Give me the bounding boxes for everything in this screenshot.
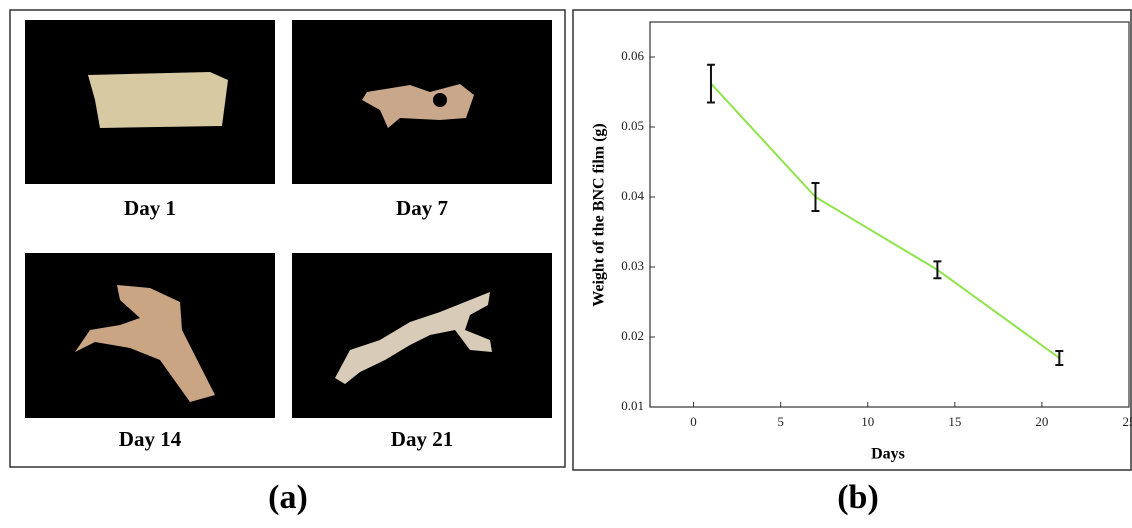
x-tick-label: 25 bbox=[1123, 414, 1132, 429]
error-bar bbox=[1055, 351, 1063, 365]
x-tick-label: 15 bbox=[948, 414, 961, 429]
x-axis-title: Days bbox=[871, 446, 905, 463]
error-bar bbox=[933, 261, 941, 278]
error-bar bbox=[811, 183, 819, 211]
x-tick-label: 20 bbox=[1035, 414, 1048, 429]
y-tick-label: 0.06 bbox=[621, 48, 644, 63]
y-tick-label: 0.01 bbox=[621, 398, 644, 413]
caption: Day 7 bbox=[396, 196, 448, 220]
caption: Day 14 bbox=[119, 427, 182, 451]
y-axis-title: Weight of the BNC film (g) bbox=[591, 123, 608, 307]
error-bar bbox=[707, 65, 715, 103]
page: Day 1 Day 7 Day 14 Day 21 (a) (b) Days W… bbox=[0, 0, 1132, 528]
panel-b-frame bbox=[573, 10, 1131, 470]
data-line bbox=[711, 84, 1059, 358]
y-tick-label: 0.02 bbox=[621, 328, 644, 343]
x-tick-label: 5 bbox=[777, 414, 784, 429]
x-tick-label: 10 bbox=[861, 414, 874, 429]
caption: Day 1 bbox=[124, 196, 176, 220]
y-tick-label: 0.04 bbox=[621, 188, 644, 203]
y-tick-label: 0.03 bbox=[621, 258, 644, 273]
plot-frame bbox=[650, 22, 1129, 407]
hole bbox=[433, 93, 447, 107]
y-tick-label: 0.05 bbox=[621, 118, 644, 133]
film-sample bbox=[88, 72, 228, 128]
panel-label: (a) bbox=[268, 479, 308, 516]
x-tick-label: 0 bbox=[690, 414, 697, 429]
figure: Day 1 Day 7 Day 14 Day 21 (a) (b) Days W… bbox=[0, 0, 1132, 523]
caption: Day 21 bbox=[391, 427, 453, 451]
panel-label: (b) bbox=[837, 479, 879, 516]
